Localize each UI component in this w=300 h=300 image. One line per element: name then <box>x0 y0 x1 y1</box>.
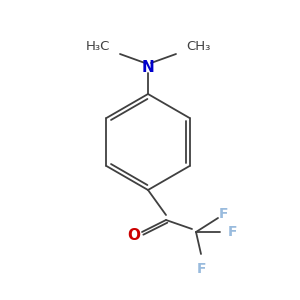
Text: H₃C: H₃C <box>85 40 110 53</box>
Text: F: F <box>196 262 206 276</box>
Text: CH₃: CH₃ <box>186 40 210 53</box>
Text: O: O <box>128 227 140 242</box>
Text: F: F <box>219 207 229 221</box>
Text: N: N <box>142 61 154 76</box>
Text: F: F <box>228 225 238 239</box>
